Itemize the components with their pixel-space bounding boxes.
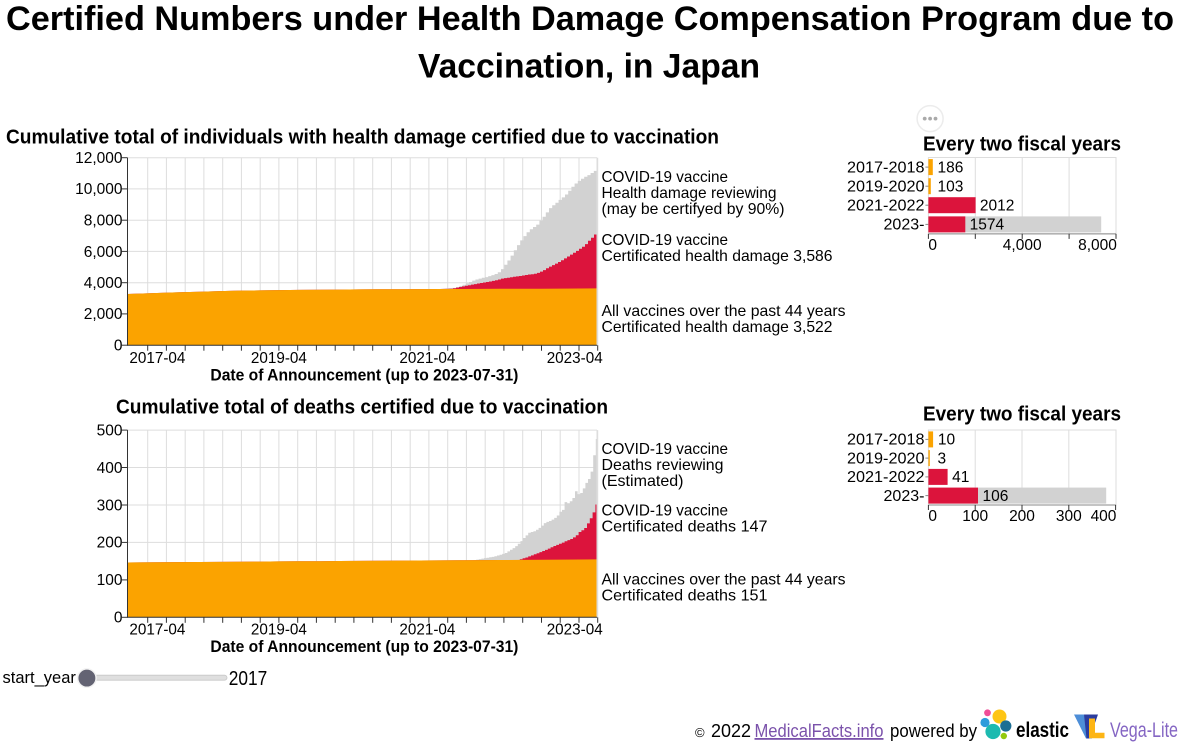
svg-text:(may be certifyed by 90%): (may be certifyed by 90%): [602, 201, 785, 218]
svg-text:400: 400: [97, 460, 123, 477]
svg-text:Certificated health damage 3,5: Certificated health damage 3,522: [602, 319, 833, 336]
svg-text:103: 103: [938, 179, 964, 196]
svg-text:Date of Announcement (up to 20: Date of Announcement (up to 2023-07-31): [210, 637, 518, 656]
svg-text:All vaccines over the past 44: All vaccines over the past 44 years: [602, 303, 846, 320]
svg-text:8,000: 8,000: [1078, 237, 1117, 254]
svg-text:4,000: 4,000: [1003, 237, 1042, 254]
svg-text:100: 100: [962, 508, 988, 525]
svg-text:2019-2020: 2019-2020: [847, 179, 925, 196]
svg-text:elastic: elastic: [1016, 718, 1069, 742]
svg-text:2019-04: 2019-04: [251, 350, 307, 367]
svg-text:©: ©: [695, 725, 705, 740]
svg-text:186: 186: [938, 159, 964, 176]
svg-text:powered by: powered by: [890, 721, 977, 741]
svg-text:2,000: 2,000: [84, 306, 123, 323]
svg-text:2023-04: 2023-04: [547, 350, 603, 367]
svg-text:COVID-19 vaccine: COVID-19 vaccine: [602, 441, 729, 458]
svg-text:start_year: start_year: [3, 669, 77, 687]
svg-text:Health damage reviewing: Health damage reviewing: [602, 185, 777, 202]
svg-text:All vaccines over the past 44: All vaccines over the past 44 years: [602, 572, 846, 589]
svg-text:500: 500: [97, 422, 123, 439]
svg-text:Certificated health damage 3,5: Certificated health damage 3,586: [602, 248, 833, 265]
svg-text:Date of Announcement (up to 20: Date of Announcement (up to 2023-07-31): [210, 365, 518, 384]
svg-text:300: 300: [97, 497, 123, 514]
svg-text:2023-: 2023-: [884, 488, 925, 505]
svg-text:Vega-Lite: Vega-Lite: [1110, 719, 1178, 742]
svg-text:2021-04: 2021-04: [399, 350, 455, 367]
svg-text:0: 0: [114, 610, 123, 627]
svg-text:2021-2022: 2021-2022: [847, 198, 925, 215]
svg-text:200: 200: [1009, 508, 1035, 525]
svg-text:2017-2018: 2017-2018: [847, 432, 925, 449]
svg-text:300: 300: [1056, 508, 1082, 525]
svg-text:3: 3: [938, 450, 947, 467]
svg-text:MedicalFacts.info: MedicalFacts.info: [755, 721, 884, 741]
svg-text:2012: 2012: [980, 198, 1014, 215]
svg-text:Vaccination, in Japan: Vaccination, in Japan: [418, 48, 760, 86]
svg-text:Deaths reviewing: Deaths reviewing: [602, 457, 724, 474]
svg-text:4,000: 4,000: [84, 275, 123, 292]
svg-text:Certificated deaths 151: Certificated deaths 151: [602, 588, 768, 605]
svg-text:2021-04: 2021-04: [399, 622, 455, 639]
svg-text:8,000: 8,000: [84, 213, 123, 230]
svg-text:0: 0: [114, 338, 123, 355]
svg-text:200: 200: [97, 535, 123, 552]
svg-text:COVID-19 vaccine: COVID-19 vaccine: [602, 169, 729, 186]
svg-text:COVID-19 vaccine: COVID-19 vaccine: [602, 503, 729, 520]
svg-text:1574: 1574: [970, 217, 1005, 234]
svg-text:2022: 2022: [711, 721, 751, 741]
svg-text:2019-2020: 2019-2020: [847, 450, 925, 467]
svg-text:2017-2018: 2017-2018: [847, 159, 925, 176]
svg-text:10: 10: [938, 432, 956, 449]
svg-text:2023-: 2023-: [884, 217, 925, 234]
svg-text:100: 100: [97, 572, 123, 589]
svg-text:Certified Numbers under Health: Certified Numbers under Health Damage Co…: [6, 0, 1174, 38]
svg-text:400: 400: [1091, 508, 1117, 525]
svg-text:COVID-19 vaccine: COVID-19 vaccine: [602, 232, 729, 249]
svg-text:Cumulative total of deaths cer: Cumulative total of deaths certified due…: [116, 397, 608, 419]
svg-text:0: 0: [928, 237, 937, 254]
svg-text:Cumulative total of individual: Cumulative total of individuals with hea…: [6, 127, 719, 149]
svg-text:41: 41: [952, 469, 969, 486]
svg-text:10,000: 10,000: [75, 181, 123, 198]
svg-text:Every two fiscal years: Every two fiscal years: [923, 134, 1121, 156]
svg-text:106: 106: [983, 488, 1009, 505]
svg-text:2017-04: 2017-04: [129, 622, 185, 639]
svg-text:2019-04: 2019-04: [251, 622, 307, 639]
svg-text:6,000: 6,000: [84, 244, 123, 261]
svg-text:2017: 2017: [229, 667, 267, 690]
svg-text:2021-2022: 2021-2022: [847, 469, 925, 486]
svg-text:2017-04: 2017-04: [129, 350, 185, 367]
svg-text:Every two fiscal years: Every two fiscal years: [923, 404, 1121, 426]
svg-text:2023-04: 2023-04: [547, 622, 603, 639]
svg-text:0: 0: [928, 508, 937, 525]
svg-text:Certificated deaths 147: Certificated deaths 147: [602, 519, 768, 536]
svg-text:(Estimated): (Estimated): [602, 473, 684, 490]
svg-text:12,000: 12,000: [75, 150, 123, 167]
